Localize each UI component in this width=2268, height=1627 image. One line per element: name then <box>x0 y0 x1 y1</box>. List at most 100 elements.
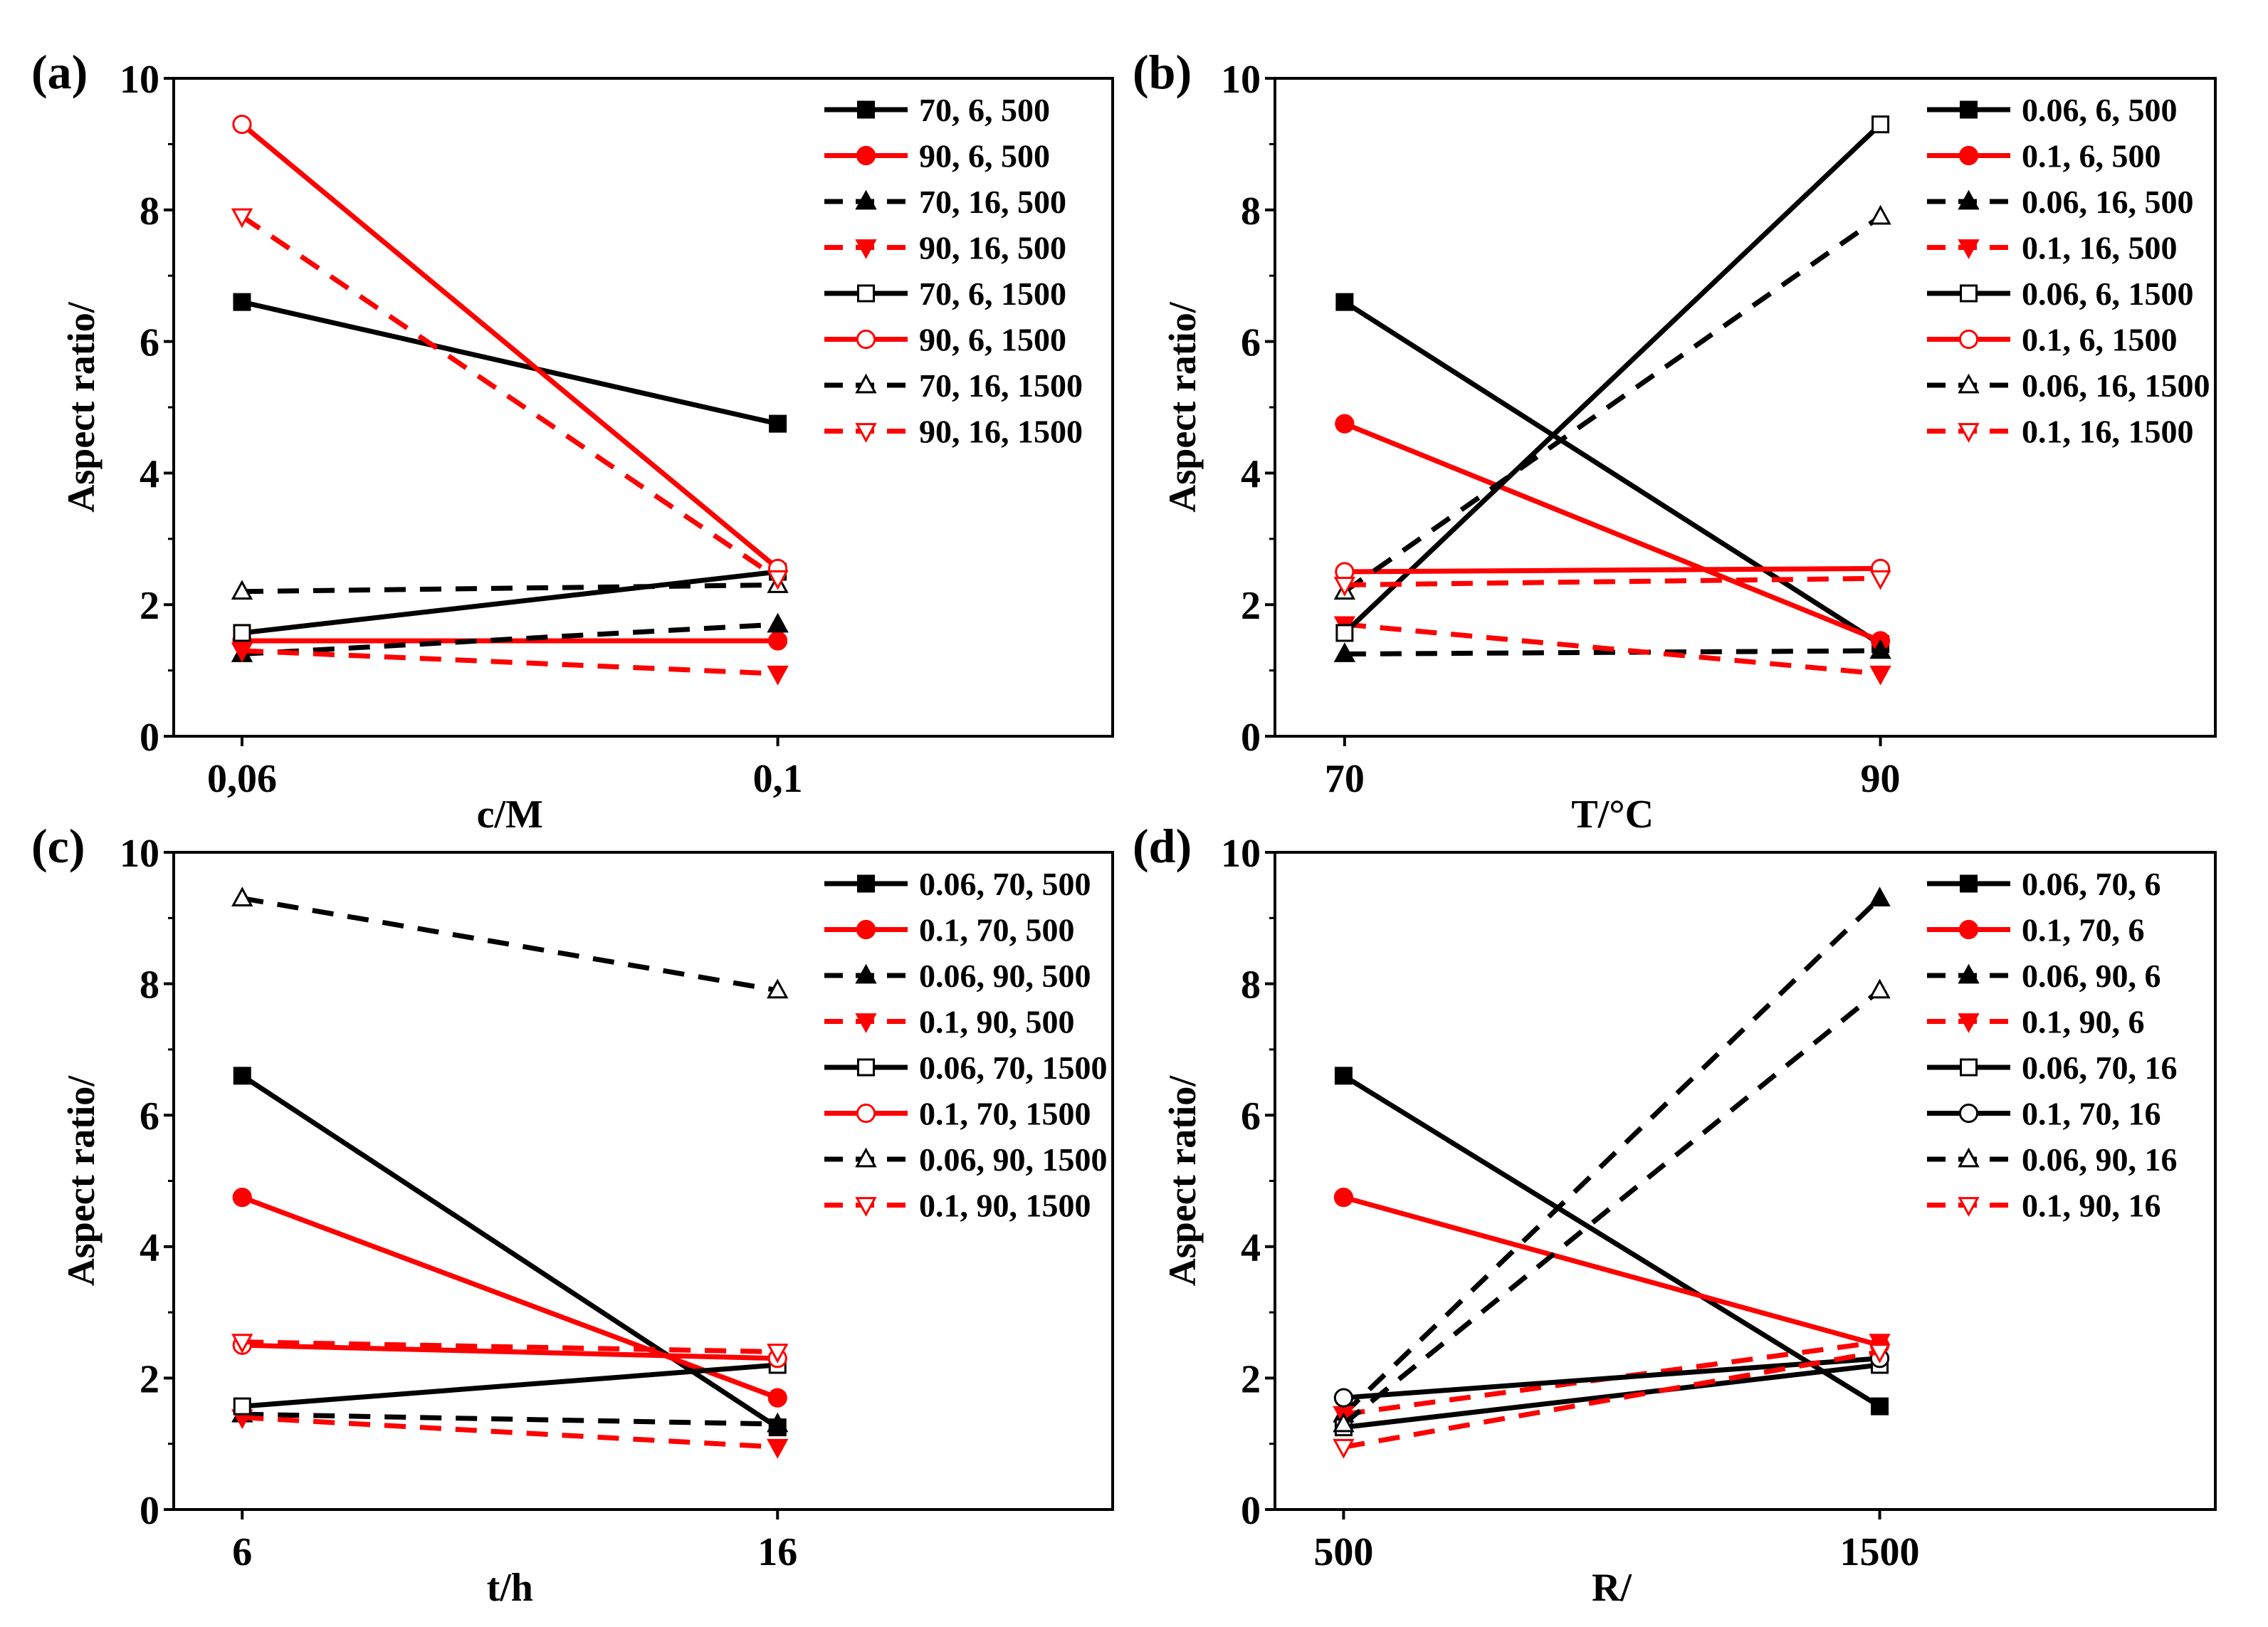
series-line <box>1343 1362 1880 1430</box>
legend-label: 0.1, 90, 500 <box>919 1004 1075 1040</box>
data-point <box>231 208 253 229</box>
legend-marker <box>1960 284 1978 303</box>
x-axis-label: T/°C <box>1571 792 1654 837</box>
panel-a: 0 2 4 6 8 10 0,06 0,1 c/M Aspect ratio/ (a) 70, 6, … <box>31 45 1114 837</box>
series-line <box>241 582 778 595</box>
data-point <box>233 293 251 311</box>
y-tick-label: 0 <box>140 716 159 760</box>
legend-label: 90, 16, 1500 <box>919 414 1083 450</box>
legend-marker <box>1958 239 1980 259</box>
y-axis-label: Aspect ratio/ <box>60 301 103 512</box>
legend-entry: 0.06, 70, 500 <box>824 866 1091 902</box>
legend-entry: 70, 6, 500 <box>824 92 1050 128</box>
legend-marker <box>1958 329 1979 350</box>
data-point <box>1335 414 1355 434</box>
y-tick-label: 6 <box>1241 321 1261 365</box>
series-line <box>241 648 778 676</box>
legend-marker <box>1958 1103 1979 1124</box>
y-tick-label: 4 <box>1241 452 1261 496</box>
y-tick-label: 2 <box>140 1357 159 1401</box>
panel-label: (d) <box>1133 819 1192 873</box>
series-line <box>1342 988 1881 1426</box>
legend-entry: 0.1, 70, 6 <box>1927 912 2145 948</box>
legend-entry: 90, 16, 1500 <box>824 414 1083 450</box>
legend-marker <box>1958 919 1979 940</box>
legend-marker <box>1960 1058 1978 1077</box>
plot-frame <box>1274 77 2217 738</box>
legend-entry: 0.06, 6, 1500 <box>1927 276 2194 312</box>
series-line <box>240 122 779 571</box>
data-point <box>767 612 789 633</box>
x-tick-label: 90 <box>1861 757 1901 801</box>
data-point <box>1869 978 1891 999</box>
y-axis-label: Aspect ratio/ <box>60 1075 103 1286</box>
legend-label: 90, 6, 1500 <box>919 322 1066 358</box>
series <box>231 573 789 600</box>
series-line <box>242 1339 778 1354</box>
series-line <box>1344 622 1881 676</box>
legend-label: 0.06, 16, 500 <box>2022 184 2194 220</box>
series <box>1333 1344 1891 1459</box>
series-line <box>1341 896 1881 1416</box>
panel-c: 0 2 4 6 8 10 6 16 t/h Aspect ratio/ (c) 0.06, 70, 5… <box>31 819 1114 1610</box>
legend-entry: 0.1, 16, 1500 <box>1927 414 2194 450</box>
panel-label: (b) <box>1133 45 1192 99</box>
x-tick-label: 16 <box>757 1530 797 1574</box>
series <box>1334 1067 1889 1416</box>
plot-frame <box>172 77 1114 738</box>
legend-label: 0.06, 70, 6 <box>2022 866 2161 902</box>
legend-marker <box>1960 100 1978 119</box>
series-line <box>1343 1349 1881 1450</box>
data-point <box>233 1397 251 1416</box>
series-line <box>242 1415 778 1450</box>
legend-entry: 0.06, 16, 500 <box>1927 184 2194 220</box>
legend-label: 0.06, 70, 500 <box>919 866 1091 902</box>
legend-marker <box>1958 1147 1980 1168</box>
legend-marker <box>1958 189 1980 210</box>
data-point <box>767 1412 789 1433</box>
x-tick-label: 6 <box>232 1530 252 1574</box>
y-tick-label: 10 <box>1221 58 1261 102</box>
legend-label: 70, 16, 1500 <box>919 367 1083 404</box>
legend-marker <box>1958 1013 1980 1033</box>
data-point <box>232 1187 252 1208</box>
series-line <box>241 214 779 581</box>
legend-entry: 0.06, 70, 1500 <box>824 1050 1108 1086</box>
series-line <box>1343 1356 1880 1401</box>
legend-marker <box>855 963 877 984</box>
data-point <box>1869 639 1891 659</box>
legend-label: 0.1, 6, 500 <box>2022 138 2161 174</box>
series <box>231 886 789 999</box>
y-tick-label: 8 <box>1241 189 1261 234</box>
data-point <box>767 570 789 590</box>
series <box>1333 570 1891 597</box>
series <box>1335 414 1891 651</box>
legend-entry: 0.1, 16, 500 <box>1927 230 2178 266</box>
legend-entry: 70, 16, 1500 <box>824 367 1083 404</box>
legend-entry: 0.1, 70, 16 <box>1927 1096 2161 1132</box>
y-tick-label: 0 <box>1241 716 1261 760</box>
y-tick-label: 10 <box>120 832 159 876</box>
data-point <box>231 1334 253 1354</box>
legend-label: 0.06, 70, 1500 <box>919 1050 1108 1086</box>
legend-entry: 0.06, 6, 500 <box>1927 92 2178 128</box>
x-tick-label: 0,06 <box>207 757 277 801</box>
x-tick-label: 1500 <box>1840 1530 1920 1574</box>
series-line <box>242 1411 778 1427</box>
series-line <box>1343 122 1882 635</box>
legend-label: 0.06, 6, 1500 <box>2022 276 2194 312</box>
legend-entry: 0.06, 70, 6 <box>1927 866 2161 902</box>
data-point <box>1871 115 1890 134</box>
legend-marker <box>857 874 875 893</box>
data-point <box>1334 1067 1353 1085</box>
series-line <box>241 1073 779 1430</box>
series-line <box>241 1195 779 1401</box>
legend-entry: 0.1, 90, 16 <box>1927 1188 2161 1224</box>
data-point <box>1869 204 1891 225</box>
legend-label: 0.1, 90, 6 <box>2022 1004 2145 1040</box>
legend-entry: 70, 16, 500 <box>824 184 1066 220</box>
legend-marker <box>1960 874 1978 893</box>
data-point <box>1333 1412 1355 1433</box>
series <box>231 1334 789 1364</box>
